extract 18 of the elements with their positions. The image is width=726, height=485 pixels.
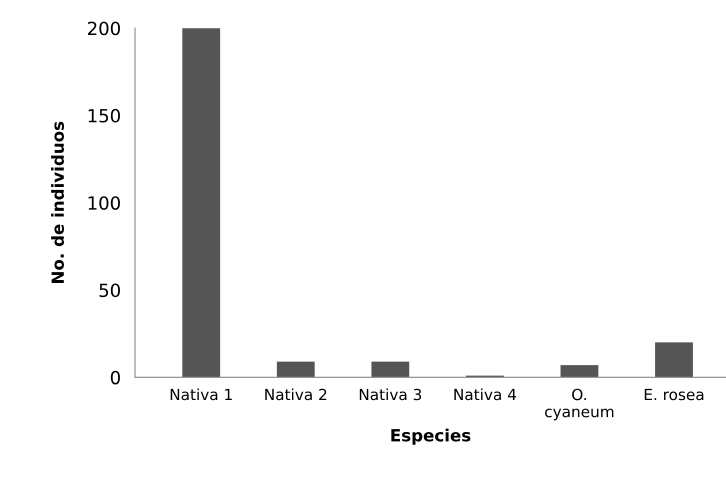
x-tick-label: Nativa 4 [454, 388, 516, 400]
x-tick-label: Nativa 1 [170, 388, 232, 400]
bar [560, 365, 598, 378]
bar [182, 28, 220, 378]
x-tick-label: Nativa 2 [265, 388, 326, 400]
bar [655, 342, 693, 378]
y-tick-label: 0 [110, 370, 120, 384]
x-axis-title: Especies [391, 428, 470, 445]
y-tick-label: 150 [88, 108, 120, 123]
y-tick-label: 200 [88, 22, 120, 36]
bar [371, 362, 410, 378]
bar [276, 362, 315, 378]
y-tick-label: 100 [88, 196, 120, 210]
y-axis-title: No. de individuos [51, 122, 64, 283]
y-tick-label: 50 [100, 283, 120, 298]
x-tick-label: E. rosea [644, 388, 704, 400]
x-tick-label: Nativa 3 [360, 388, 422, 400]
x-tick-label: O. cyaneum [545, 388, 614, 420]
